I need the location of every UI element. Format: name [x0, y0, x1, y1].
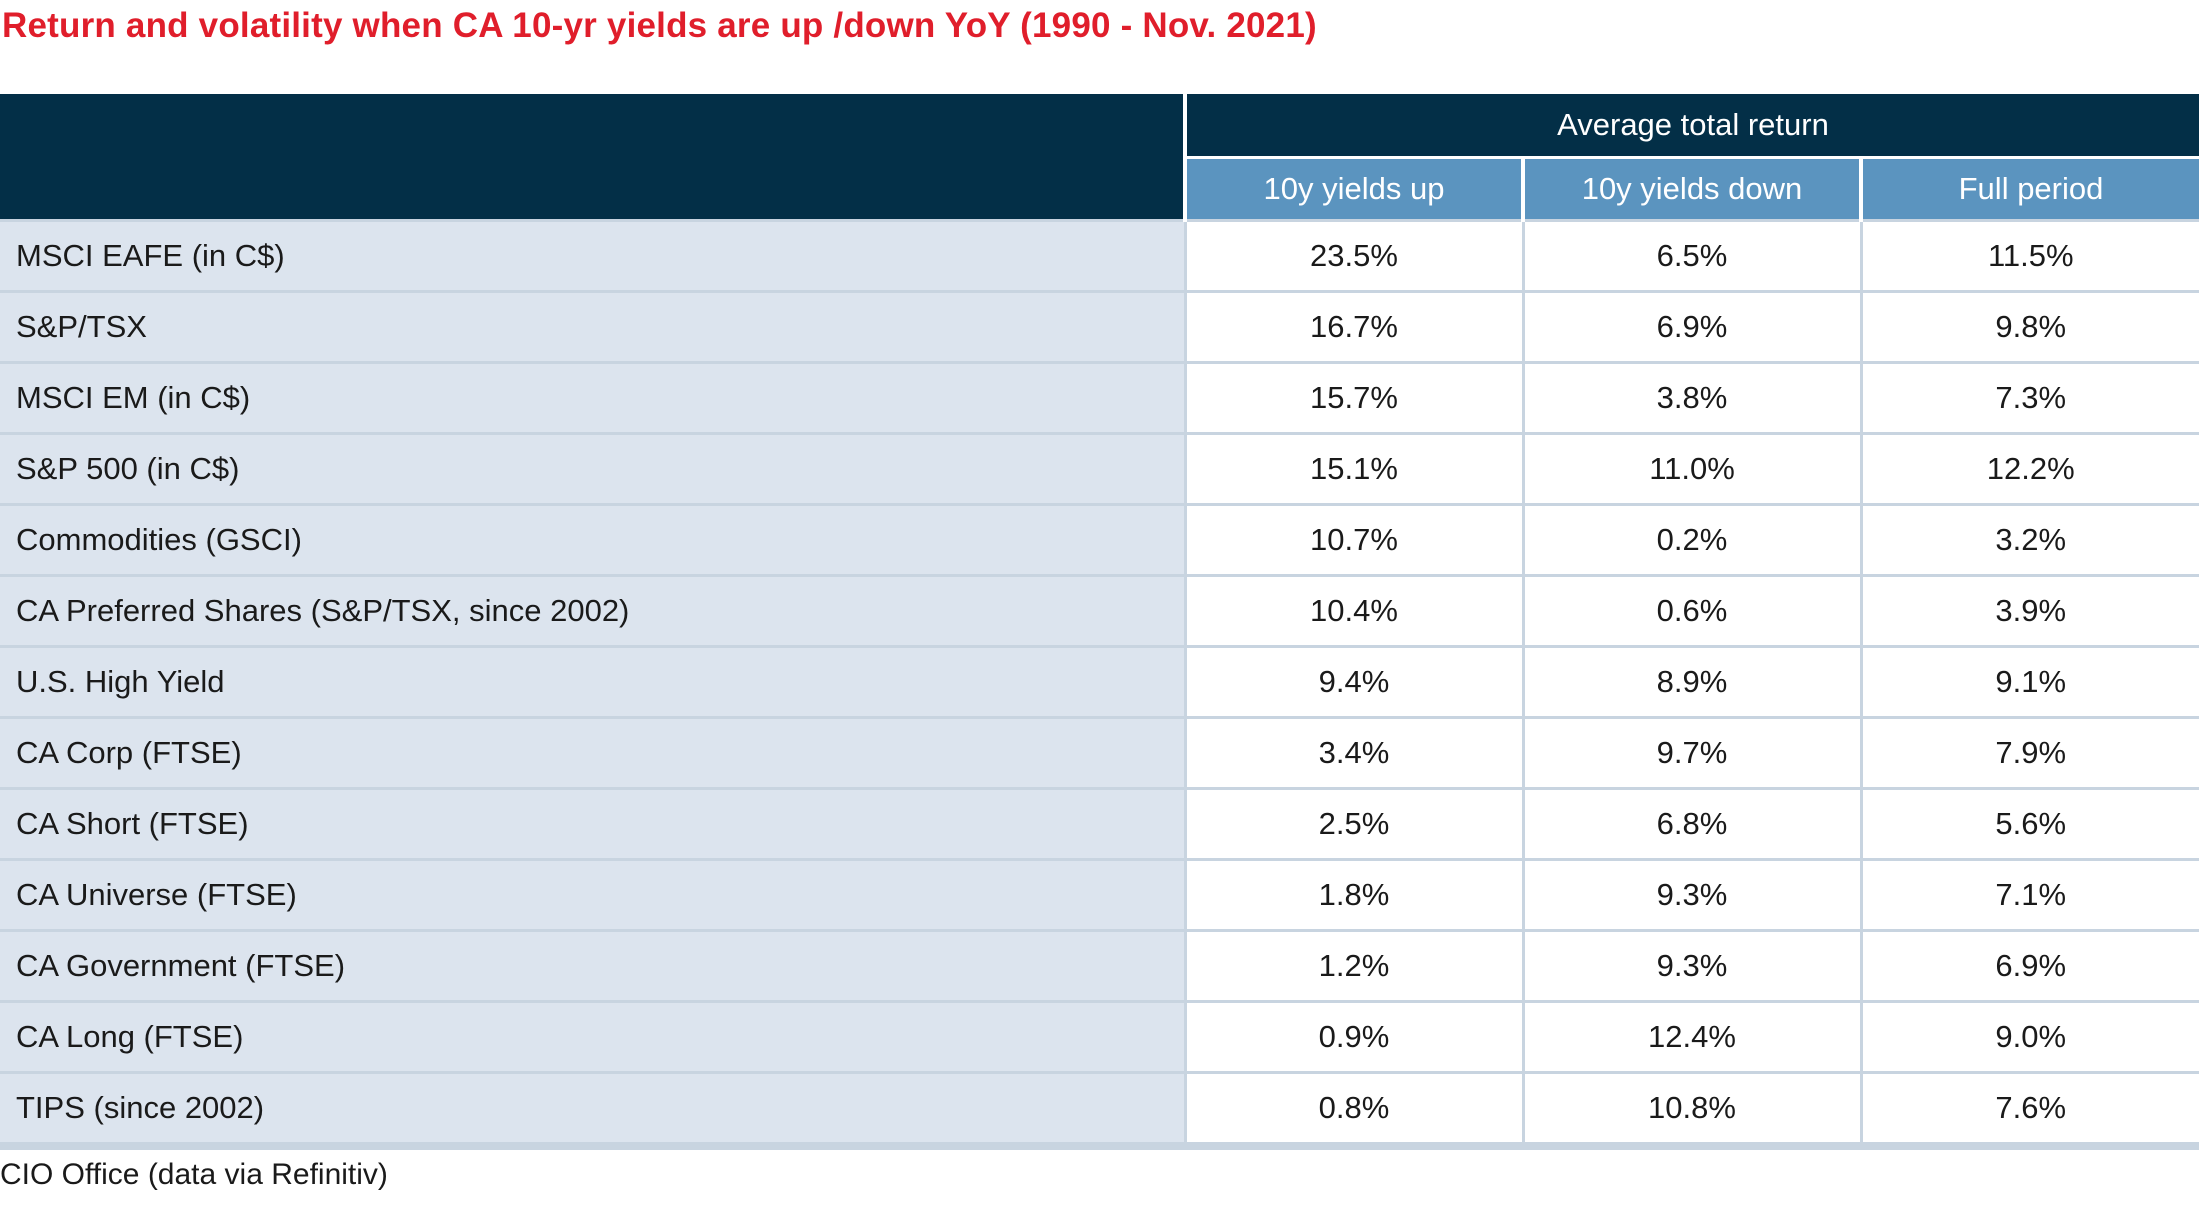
value-yields-down: 9.7%: [1521, 716, 1861, 789]
value-yields-down: 12.4%: [1521, 1000, 1861, 1073]
value-full-period: 3.9%: [1859, 574, 2200, 647]
value-yields-up: 0.8%: [1183, 1071, 1523, 1150]
value-full-period: 6.9%: [1859, 929, 2200, 1002]
value-full-period: 7.3%: [1859, 361, 2200, 434]
row-label: CA Corp (FTSE): [0, 716, 1185, 789]
row-label: CA Government (FTSE): [0, 929, 1185, 1002]
table-body: MSCI EAFE (in C$) 23.5% 6.5% 11.5% S&P/TSX 16…: [0, 219, 2200, 1150]
row-label: S&P 500 (in C$): [0, 432, 1185, 505]
row-label: CA Universe (FTSE): [0, 858, 1185, 931]
value-full-period: 5.6%: [1859, 787, 2200, 860]
value-yields-up: 1.8%: [1183, 858, 1523, 931]
value-yields-down: 9.3%: [1521, 858, 1861, 931]
table-row: CA Government (FTSE) 1.2% 9.3% 6.9%: [0, 929, 2200, 1002]
table-row: CA Long (FTSE) 0.9% 12.4% 9.0%: [0, 1000, 2200, 1073]
row-label: CA Preferred Shares (S&P/TSX, since 2002…: [0, 574, 1185, 647]
value-full-period: 9.0%: [1859, 1000, 2200, 1073]
value-yields-down: 0.2%: [1521, 503, 1861, 576]
table-row: Commodities (GSCI) 10.7% 0.2% 3.2%: [0, 503, 2200, 576]
value-yields-down: 3.8%: [1521, 361, 1861, 434]
chart-title: Return and volatility when CA 10-yr yiel…: [2, 6, 1317, 45]
returns-table: Average total return 10y yields up 10y y…: [0, 94, 2200, 1150]
row-label: MSCI EAFE (in C$): [0, 219, 1185, 292]
value-yields-up: 10.4%: [1183, 574, 1523, 647]
header-corner: [0, 94, 1185, 221]
value-yields-up: 23.5%: [1183, 219, 1523, 292]
value-yields-up: 9.4%: [1183, 645, 1523, 718]
value-yields-down: 0.6%: [1521, 574, 1861, 647]
value-yields-down: 10.8%: [1521, 1071, 1861, 1150]
value-full-period: 11.5%: [1859, 219, 2200, 292]
table-row: CA Preferred Shares (S&P/TSX, since 2002…: [0, 574, 2200, 647]
row-label: CA Short (FTSE): [0, 787, 1185, 860]
table-row: CA Universe (FTSE) 1.8% 9.3% 7.1%: [0, 858, 2200, 931]
value-yields-up: 10.7%: [1183, 503, 1523, 576]
value-yields-down: 9.3%: [1521, 929, 1861, 1002]
row-label: TIPS (since 2002): [0, 1071, 1185, 1150]
table-row: S&P 500 (in C$) 15.1% 11.0% 12.2%: [0, 432, 2200, 505]
column-header-yields-down: 10y yields down: [1521, 157, 1861, 221]
value-full-period: 3.2%: [1859, 503, 2200, 576]
table-row: MSCI EAFE (in C$) 23.5% 6.5% 11.5%: [0, 219, 2200, 292]
table-row: CA Short (FTSE) 2.5% 6.8% 5.6%: [0, 787, 2200, 860]
value-full-period: 7.6%: [1859, 1071, 2200, 1150]
row-label: S&P/TSX: [0, 290, 1185, 363]
row-label: Commodities (GSCI): [0, 503, 1185, 576]
value-yields-down: 6.8%: [1521, 787, 1861, 860]
row-label: U.S. High Yield: [0, 645, 1185, 718]
value-yields-up: 1.2%: [1183, 929, 1523, 1002]
row-label: MSCI EM (in C$): [0, 361, 1185, 434]
value-yields-down: 6.5%: [1521, 219, 1861, 292]
value-yields-up: 15.7%: [1183, 361, 1523, 434]
source-note: CIO Office (data via Refinitiv): [0, 1158, 388, 1191]
table-row: S&P/TSX 16.7% 6.9% 9.8%: [0, 290, 2200, 363]
value-yields-down: 6.9%: [1521, 290, 1861, 363]
value-full-period: 9.1%: [1859, 645, 2200, 718]
group-header: Average total return: [1182, 94, 2200, 159]
table-row: MSCI EM (in C$) 15.7% 3.8% 7.3%: [0, 361, 2200, 434]
value-yields-up: 2.5%: [1183, 787, 1523, 860]
table-row: CA Corp (FTSE) 3.4% 9.7% 7.9%: [0, 716, 2200, 789]
returns-table-container: Average total return 10y yields up 10y y…: [0, 94, 2200, 1150]
table-row: TIPS (since 2002) 0.8% 10.8% 7.6%: [0, 1071, 2200, 1150]
column-header-yields-up: 10y yields up: [1183, 157, 1523, 221]
value-yields-down: 8.9%: [1521, 645, 1861, 718]
row-label: CA Long (FTSE): [0, 1000, 1185, 1073]
column-header-full-period: Full period: [1858, 157, 2200, 221]
value-yields-up: 15.1%: [1183, 432, 1523, 505]
value-yields-up: 0.9%: [1183, 1000, 1523, 1073]
value-yields-down: 11.0%: [1521, 432, 1861, 505]
value-yields-up: 3.4%: [1183, 716, 1523, 789]
table-row: U.S. High Yield 9.4% 8.9% 9.1%: [0, 645, 2200, 718]
value-yields-up: 16.7%: [1183, 290, 1523, 363]
value-full-period: 7.1%: [1859, 858, 2200, 931]
value-full-period: 7.9%: [1859, 716, 2200, 789]
value-full-period: 9.8%: [1859, 290, 2200, 363]
value-full-period: 12.2%: [1859, 432, 2200, 505]
